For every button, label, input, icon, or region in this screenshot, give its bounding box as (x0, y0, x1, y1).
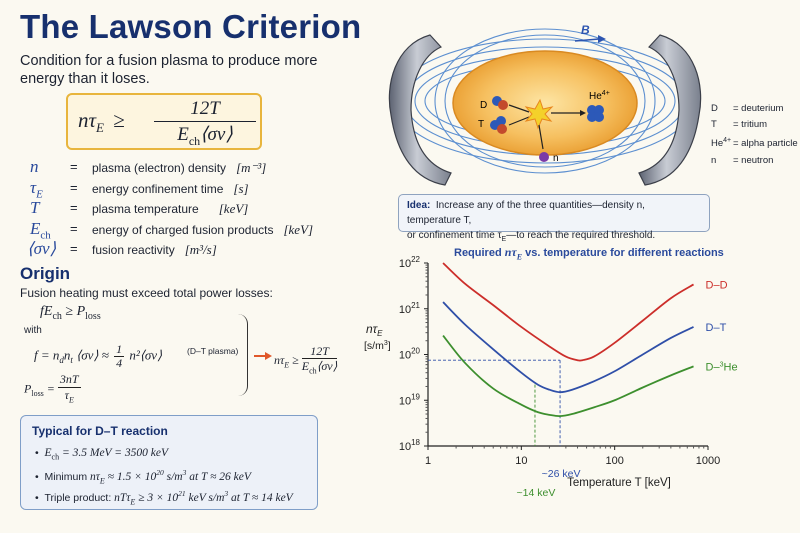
chart-axes (424, 262, 709, 450)
y-tick-label: 1020 (399, 347, 421, 362)
typical-heading: Typical for D–T reaction (32, 424, 168, 438)
deuterium-nucleus (492, 96, 508, 110)
y-tick-label: 1022 (399, 255, 421, 270)
annotation-label-1: ~14 keV (517, 487, 556, 499)
page-title: The Lawson Criterion (20, 8, 362, 45)
series-line-2 (442, 334, 694, 418)
reactant-arrows-icon (508, 104, 530, 126)
origin-intro: Fusion heating must exceed total power l… (20, 286, 273, 300)
definition-confinement-time: τE = energy confinement time [s] (30, 177, 249, 200)
typical-dt-box: Typical for D–T reaction • Ech = 3.5 MeV… (20, 415, 318, 510)
deuterium-label: D (480, 100, 487, 111)
field-arrowhead-icon (598, 35, 606, 43)
typical-item-triple-product: • Triple product: nTτE ≥ 3 × 1021 keV s/… (35, 489, 293, 507)
y-tick-label: 1021 (399, 301, 421, 316)
series-label-1: D–T (706, 322, 727, 334)
legend-deuterium: D = deuterium (711, 103, 784, 114)
y-tick-label: 1018 (399, 438, 421, 453)
x-tick-label: 1 (425, 455, 431, 467)
alpha-particle (587, 105, 604, 122)
neutron-arrow-icon (538, 124, 544, 150)
origin-reaction-rate: f = ndnt ⟨σv⟩ ≈ 1 4 n²⟨σv⟩ (34, 342, 163, 370)
page-subtitle: Condition for a fusion plasma to produce… (20, 53, 318, 87)
definition-density: n = plasma (electron) density [m⁻³] (30, 157, 267, 176)
definitions-list: n = plasma (electron) density [m⁻³] τE =… (27, 157, 370, 261)
definition-reactivity: ⟨σv⟩ = fusion reactivity [m³/s] (27, 239, 217, 258)
definition-temperature: T = plasma temperature [keV] (30, 198, 249, 217)
series-line-1 (442, 301, 694, 394)
y-axis-label: nτE (366, 322, 383, 338)
field-label: B (581, 23, 590, 37)
origin-brace (236, 314, 248, 396)
chart-title: Required nτE vs. temperature for differe… (454, 245, 724, 262)
series-label-2: D–3He (706, 361, 738, 373)
series-label-0: D–D (706, 279, 728, 291)
plasma-confinement-illustration: B D T He4+ n (388, 23, 702, 186)
criterion-fraction: 12T Ech⟨σv⟩ (154, 98, 256, 149)
tritium-nucleus (490, 116, 507, 134)
legend-neutron: n = neutron (711, 154, 774, 166)
legend-alpha: He4+ = alpha particle (711, 137, 798, 150)
annotation-label-0: ~26 keV (542, 468, 581, 480)
y-axis-unit-label: [s/m3] (364, 340, 391, 352)
y-tick-label: 1019 (399, 392, 421, 407)
legend-tritium: T = tritium (711, 119, 768, 131)
series-line-0 (442, 262, 695, 362)
x-axis-label: Temperature T [keV] (567, 477, 671, 489)
definition-charged-energy: Ech = energy of charged fusion products … (30, 218, 314, 241)
tritium-label: T (478, 119, 484, 130)
origin-heading: Origin (20, 264, 71, 283)
criterion-box: nτE ≥ 12T Ech⟨σv⟩ (66, 93, 262, 150)
lawson-chart: 1 10 100 1000 1018 1019 1020 1021 1022 D–D D–T D–3H… (364, 255, 738, 499)
origin-result-arrow-icon (254, 352, 272, 360)
typical-item-energy: • Ech = 3.5 MeV = 3500 keV (35, 447, 168, 462)
idea-box: Idea: Increase any of the three quantiti… (398, 194, 710, 243)
alpha-arrowhead-icon (580, 110, 586, 116)
right-magnet-coil (638, 34, 702, 186)
helium-label: He4+ (589, 90, 610, 102)
origin-result: nτE ≥ 12T Ech⟨σv⟩ (274, 344, 338, 376)
fusion-flash-icon (524, 98, 554, 130)
x-tick-label: 100 (605, 455, 623, 467)
typical-item-minimum: • Minimum nτE ≈ 1.5 × 1020 s/m3 at T ≈ 2… (35, 468, 251, 486)
field-direction-arrow-icon (574, 38, 600, 42)
x-tick-label: 1000 (696, 455, 720, 467)
origin-with-label: with (24, 325, 42, 336)
chart-labels: 1 10 100 1000 1018 1019 1020 1021 1022 D–D D–T D–3H… (364, 255, 738, 499)
left-magnet-coil (388, 34, 452, 186)
origin-heating-inequality: fEch ≥ Ploss (40, 304, 101, 322)
chart-series (442, 262, 695, 418)
origin-dt-note: (D–T plasma) (187, 346, 239, 356)
neutron-particle (539, 152, 549, 162)
origin-loss-power: Ploss = 3nT τE (24, 372, 81, 405)
particle-legend: D = deuterium T = tritium He4+ = alpha part… (711, 101, 798, 169)
x-tick-label: 10 (515, 455, 527, 467)
criterion-lhs: nτE ≥ (78, 108, 125, 136)
neutron-label: n (553, 153, 559, 164)
